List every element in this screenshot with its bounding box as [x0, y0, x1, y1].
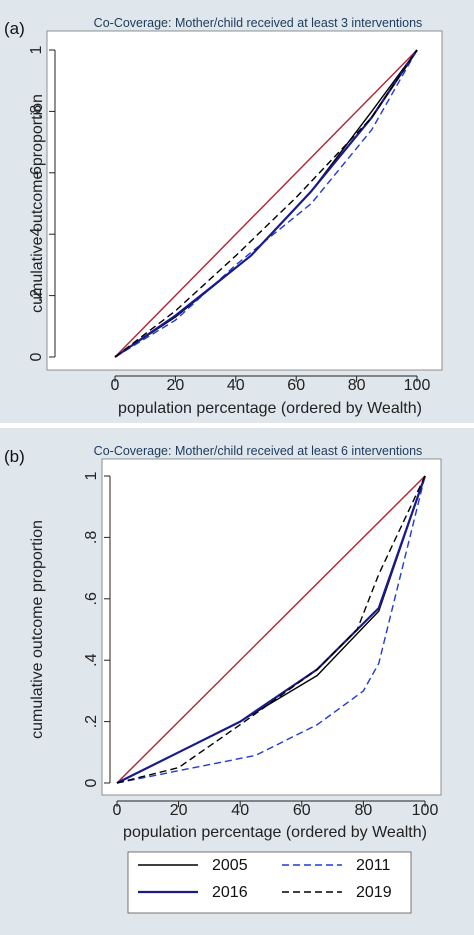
chart-b-x-tick-label: 100: [412, 802, 439, 819]
chart-a-y-tick-label: .2: [28, 289, 45, 302]
chart-a-y-axis-title: cumulative outcome proportion: [29, 94, 46, 313]
legend-label-2016: 2016: [212, 884, 248, 901]
chart-a-x-tick-label: 100: [404, 377, 431, 394]
chart-b-x-tick-label: 60: [293, 802, 311, 819]
chart-b-y-tick-label: 0: [83, 778, 100, 787]
panel-separator: [0, 423, 474, 428]
chart-b-x-tick-label: 40: [231, 802, 249, 819]
chart-a-title: Co-Coverage: Mother/child received at le…: [94, 16, 423, 30]
chart-a-y-tick-label: 1: [28, 45, 45, 54]
chart-a-y-tick-label: .4: [28, 227, 45, 240]
legend-box: [127, 851, 412, 914]
chart-b-series-2016: [116, 475, 427, 784]
chart-a-x-tick-label: 40: [227, 377, 245, 394]
chart-b-series-2011: [116, 475, 426, 784]
chart-b-y-tick-label: .2: [83, 715, 100, 728]
chart-b-x-tick-label: 80: [355, 802, 373, 819]
chart-b-x-tick-label: 20: [170, 802, 188, 819]
legend-label-2019: 2019: [356, 884, 392, 901]
chart-a-y-tick-label: .6: [28, 166, 45, 179]
chart-a-x-tick-label: 0: [111, 377, 120, 394]
chart-b-y-tick-label: .8: [83, 531, 100, 544]
chart-a-series-2011: [114, 49, 418, 358]
chart-a-series-2019: [114, 49, 418, 358]
chart-b-y-tick-label: 1: [83, 471, 100, 480]
chart-a-x-tick-label: 80: [348, 377, 366, 394]
legend-label-2005: 2005: [212, 857, 248, 874]
chart-b-x-tick-label: 0: [113, 802, 122, 819]
chart-b-y-tick-label: .6: [83, 592, 100, 605]
chart-b-y-tick-label: .4: [83, 653, 100, 666]
chart-a-x-tick-label: 20: [167, 377, 185, 394]
chart-b-series-2019: [116, 475, 426, 784]
chart-a-x-axis-title: population percentage (ordered by Wealth…: [118, 400, 422, 417]
chart-b-series-equality: [116, 475, 426, 784]
chart-a-y-tick-label: 0: [28, 352, 45, 361]
legend-label-2011: 2011: [356, 857, 391, 874]
chart-a-x-tick-label: 60: [287, 377, 305, 394]
chart-a-y-tick-label: .8: [28, 105, 45, 118]
chart-a-plot-area: [46, 30, 443, 371]
chart-b-title: Co-Coverage: Mother/child received at le…: [94, 444, 423, 458]
chart-b-panel-label: (b): [4, 447, 25, 466]
chart-b-plot-area: [101, 458, 442, 796]
chart-b-y-axis-title: cumulative outcome proportion: [29, 520, 46, 739]
chart-a-panel-label: (a): [4, 19, 25, 38]
chart-b-x-axis-title: population percentage (ordered by Wealth…: [123, 824, 427, 841]
chart-a-series-equality: [114, 49, 418, 358]
